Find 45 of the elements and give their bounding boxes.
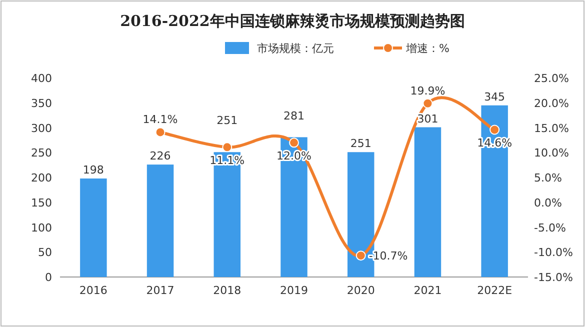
y2-tick-label: -10.0% xyxy=(534,246,573,260)
x-tick-label: 2021 xyxy=(414,284,442,297)
data-label: 19.9% xyxy=(410,84,446,98)
x-tick-label: 2018 xyxy=(213,284,242,297)
x-tick-label: 2020 xyxy=(346,284,375,297)
point xyxy=(155,127,166,138)
y2-tick-label: -5.0% xyxy=(534,221,566,234)
y-tick-label: 0 xyxy=(45,271,52,284)
y-tick-label: 400 xyxy=(31,72,52,85)
x-tick-label: 2022E xyxy=(477,284,512,297)
y-tick-label: 200 xyxy=(31,172,52,184)
data-label: 198 xyxy=(82,163,104,176)
y-tick-label: 250 xyxy=(31,146,52,160)
data-label: 251 xyxy=(350,137,372,150)
bar xyxy=(80,178,107,277)
point xyxy=(422,98,433,108)
point xyxy=(289,138,299,148)
y2-tick-label: 5.0% xyxy=(534,172,562,184)
y-tick-label: 350 xyxy=(31,96,52,110)
point xyxy=(222,142,232,152)
bar xyxy=(414,127,442,277)
y-tick-label: 100 xyxy=(31,221,52,234)
bar xyxy=(146,164,174,277)
y-tick-label: 150 xyxy=(31,196,52,210)
legend-label: 市场规模：亿元 xyxy=(257,42,334,55)
data-label: 281 xyxy=(284,110,304,123)
y-tick-label: 300 xyxy=(31,122,52,135)
x-tick-label: 2019 xyxy=(280,284,308,297)
y-tick-label: 50 xyxy=(38,246,52,260)
x-tick-label: 2016 xyxy=(79,284,108,297)
y2-tick-label: 10.0% xyxy=(534,146,569,160)
point xyxy=(490,124,500,135)
y2-tick-label: 0.0% xyxy=(534,196,562,210)
point xyxy=(356,250,366,261)
data-label: 251 xyxy=(216,114,238,128)
y2-tick-label: 25.0% xyxy=(534,72,569,85)
x-tick-label: 2017 xyxy=(146,284,174,297)
y2-tick-label: -15.0% xyxy=(534,271,573,284)
y2-tick-label: 20.0% xyxy=(534,96,569,110)
y2-tick-label: 15.0% xyxy=(534,122,569,135)
legend-label: 增速：% xyxy=(405,42,450,55)
data-label: 226 xyxy=(150,150,171,163)
chart-title: 2016-2022年中国连锁麻辣烫市场规模预测趋势图 xyxy=(120,12,465,30)
data-label: 345 xyxy=(484,90,506,104)
data-label: 14.1% xyxy=(142,113,178,126)
